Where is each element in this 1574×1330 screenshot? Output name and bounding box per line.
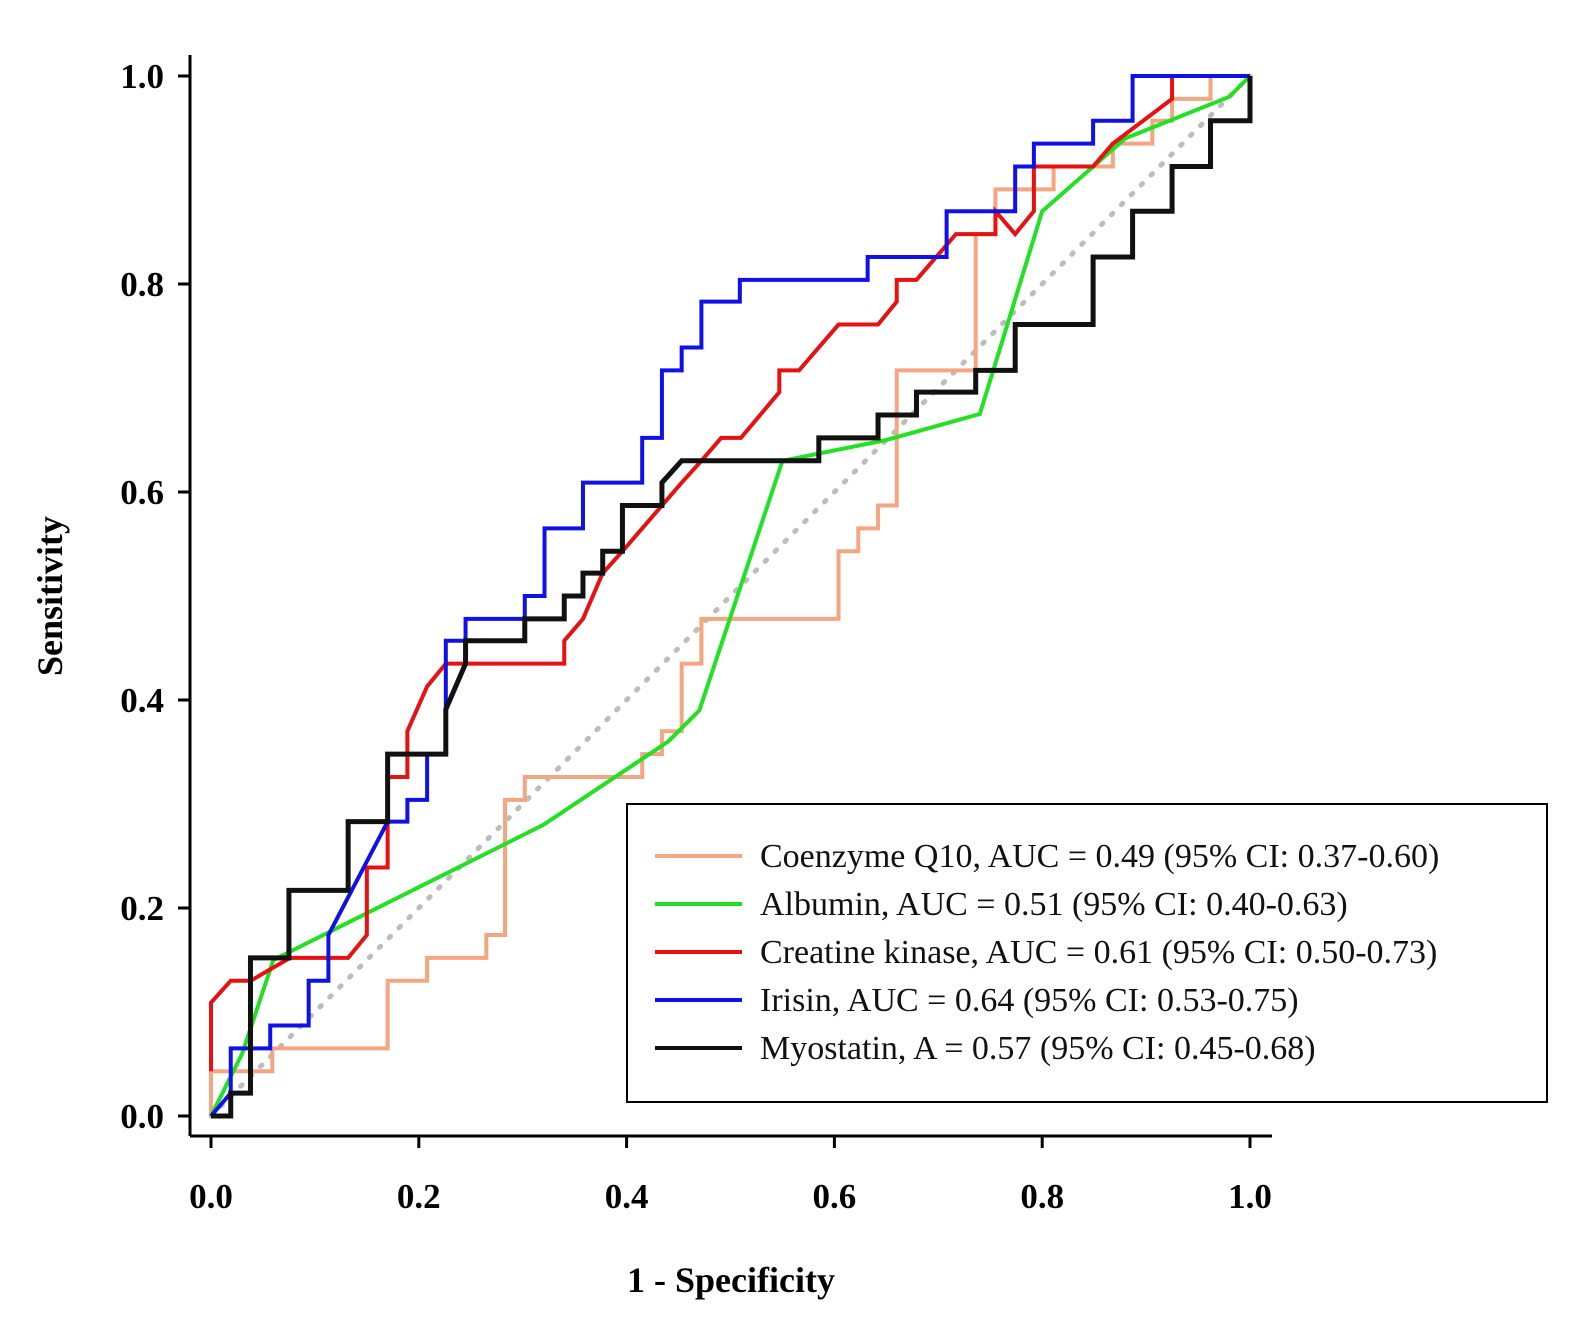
y-axis-title: Sensitivity [30,516,70,676]
legend-label-albumin: Albumin, AUC = 0.51 (95% CI: 0.40-0.63) [760,886,1348,923]
series-line-albumin [209,74,1252,1117]
x-tick-label: 0.6 [813,1177,857,1216]
legend-label-myostatin: Myostatin, A = 0.57 (95% CI: 0.45-0.68) [760,1030,1316,1067]
y-tick-label: 0.8 [120,265,164,304]
x-tick-label: 0.2 [397,1177,441,1216]
legend-box [626,803,1548,1103]
y-ticks: 0.0 0.2 0.4 0.6 0.8 1.0 [120,57,190,1136]
x-tick-label: 1.0 [1228,1177,1272,1216]
series-layer [209,74,1253,1119]
legend-items: Coenzyme Q10, AUC = 0.49 (95% CI: 0.37-0… [655,838,1439,1067]
legend: Coenzyme Q10, AUC = 0.49 (95% CI: 0.37-0… [626,803,1548,1103]
series-line-creatine-kinase [209,74,1250,1072]
x-tick-label: 0.4 [605,1177,649,1216]
y-tick-label: 0.6 [120,473,164,512]
legend-label-coenzyme-q10: Coenzyme Q10, AUC = 0.49 (95% CI: 0.37-0… [760,838,1439,875]
y-tick-label: 1.0 [120,57,164,96]
axes [188,55,1272,1138]
x-tick-label: 0.8 [1020,1177,1064,1216]
y-tick-label: 0.2 [120,889,164,928]
y-tick-label: 0.0 [120,1097,164,1136]
series-line-irisin [209,74,1250,1118]
y-tick-label: 0.4 [120,681,164,720]
legend-label-creatine-kinase: Creatine kinase, AUC = 0.61 (95% CI: 0.5… [760,934,1437,971]
series-line-myostatin [211,76,1253,1119]
x-tick-label: 0.0 [189,1177,233,1216]
x-ticks: 0.0 0.2 0.4 0.6 0.8 1.0 [189,1136,1272,1216]
x-axis-title: 1 - Specificity [627,1260,835,1300]
legend-label-irisin: Irisin, AUC = 0.64 (95% CI: 0.53-0.75) [760,982,1299,1019]
